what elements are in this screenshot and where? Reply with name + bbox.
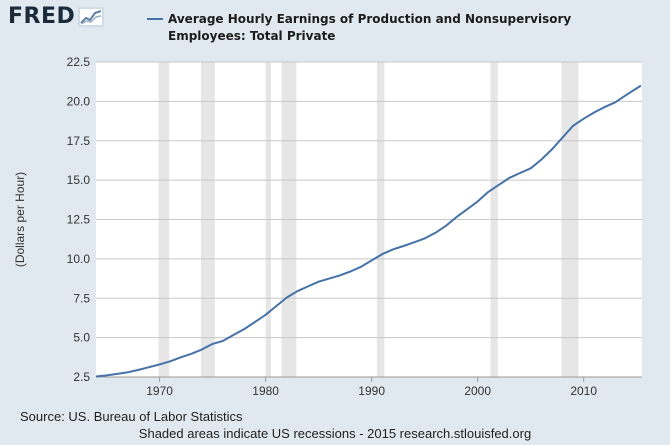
x-tick-label: 2000 — [464, 384, 491, 398]
y-tick-label: 15.0 — [67, 173, 91, 187]
y-tick-label: 2.5 — [73, 370, 90, 384]
fred-logo: FRED — [8, 4, 105, 29]
y-axis-label: (Dollars per Hour) — [13, 172, 27, 267]
x-tick-label: 1980 — [252, 384, 279, 398]
y-tick-label: 20.0 — [67, 94, 91, 108]
source-note: Source: US. Bureau of Labor Statistics — [20, 409, 243, 424]
fred-logo-text: FRED — [8, 4, 76, 29]
y-tick-label: 17.5 — [67, 134, 91, 148]
x-axis-ticks: 1970 1980 1990 2000 2010 — [96, 376, 642, 398]
series-line-0 — [95, 84, 642, 378]
chart-legend: Average Hourly Earnings of Production an… — [147, 11, 638, 45]
legend-swatch — [147, 18, 163, 20]
y-tick-label: 5.0 — [73, 331, 90, 345]
y-tick-label: 10.0 — [67, 252, 91, 266]
fred-chart-icon — [78, 6, 105, 27]
y-tick-label: 12.5 — [67, 213, 91, 227]
recession-note: Shaded areas indicate US recessions - 20… — [138, 426, 532, 441]
y-axis-ticks: 2.5 5.0 7.5 10.0 12.5 15.0 17.5 20.0 22.5 — [67, 55, 91, 384]
y-tick-label: 22.5 — [67, 55, 91, 69]
x-tick-label: 1970 — [146, 384, 173, 398]
x-tick-label: 1990 — [358, 384, 385, 398]
legend-label: Average Hourly Earnings of Production an… — [168, 12, 572, 43]
series-layer — [95, 84, 642, 378]
y-tick-label: 7.5 — [73, 291, 90, 305]
x-tick-label: 2010 — [570, 384, 597, 398]
